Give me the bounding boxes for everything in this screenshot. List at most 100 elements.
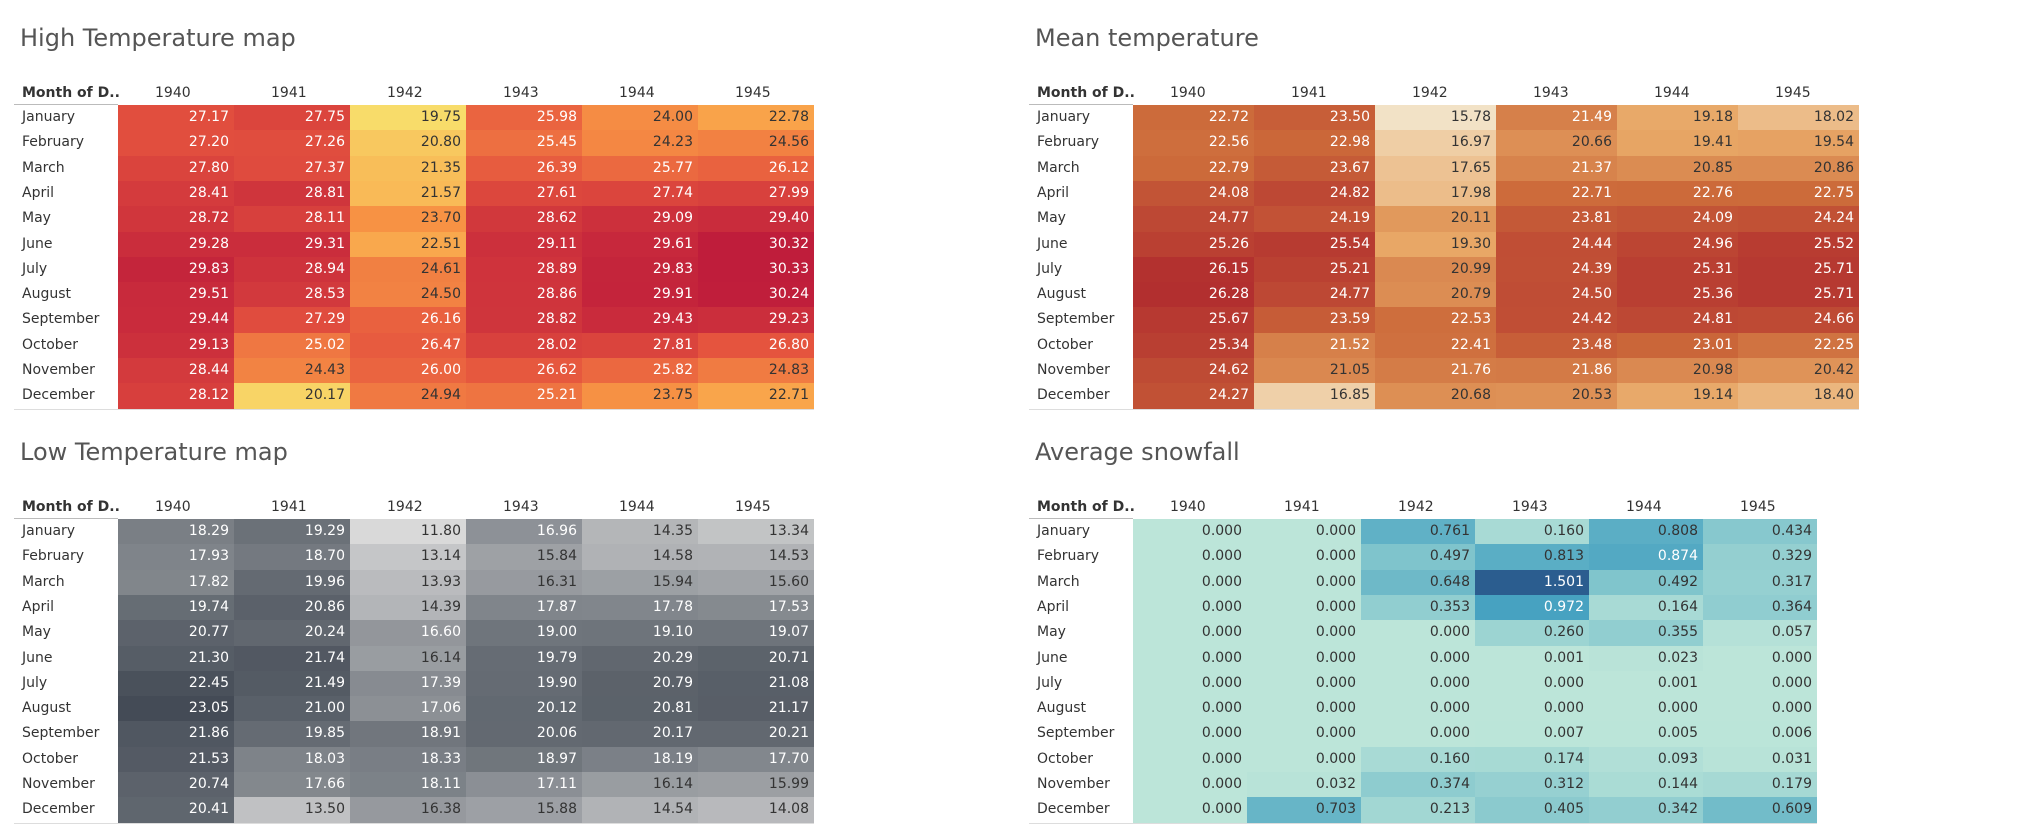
- heatmap-cell[interactable]: 19.30: [1375, 231, 1496, 258]
- heatmap-cell[interactable]: 0.000: [1133, 569, 1247, 596]
- heatmap-cell[interactable]: 0.000: [1133, 519, 1247, 545]
- heatmap-cell[interactable]: 0.000: [1589, 696, 1703, 723]
- heatmap-cell[interactable]: 28.11: [234, 206, 350, 233]
- heatmap-cell[interactable]: 0.000: [1361, 620, 1475, 647]
- heatmap-cell[interactable]: 21.35: [350, 155, 466, 182]
- heatmap-cell[interactable]: 24.83: [698, 358, 814, 384]
- heatmap-cell[interactable]: 17.78: [582, 594, 698, 621]
- heatmap-cell[interactable]: 17.65: [1375, 155, 1496, 182]
- heatmap-cell[interactable]: 25.34: [1133, 332, 1254, 359]
- heatmap-cell[interactable]: 27.61: [466, 180, 582, 207]
- heatmap-cell[interactable]: 27.20: [118, 130, 234, 157]
- heatmap-cell[interactable]: 0.874: [1589, 544, 1703, 571]
- heatmap-cell[interactable]: 22.72: [1133, 105, 1254, 131]
- heatmap-cell[interactable]: 14.35: [582, 519, 698, 545]
- heatmap-cell[interactable]: 26.80: [698, 332, 814, 359]
- heatmap-cell[interactable]: 0.000: [1247, 696, 1361, 723]
- heatmap-cell[interactable]: 0.329: [1703, 544, 1817, 571]
- heatmap-cell[interactable]: 18.03: [234, 746, 350, 773]
- heatmap-cell[interactable]: 0.497: [1361, 544, 1475, 571]
- heatmap-cell[interactable]: 24.82: [1254, 180, 1375, 207]
- heatmap-cell[interactable]: 23.50: [1254, 105, 1375, 131]
- heatmap-cell[interactable]: 25.71: [1738, 256, 1859, 283]
- heatmap-cell[interactable]: 0.813: [1475, 544, 1589, 571]
- heatmap-cell[interactable]: 23.48: [1496, 332, 1617, 359]
- heatmap-cell[interactable]: 26.15: [1133, 256, 1254, 283]
- heatmap-cell[interactable]: 17.06: [350, 696, 466, 723]
- heatmap-cell[interactable]: 16.97: [1375, 130, 1496, 157]
- heatmap-cell[interactable]: 0.032: [1247, 772, 1361, 798]
- heatmap-cell[interactable]: 0.000: [1133, 721, 1247, 748]
- heatmap-cell[interactable]: 20.17: [582, 721, 698, 748]
- heatmap-cell[interactable]: 26.12: [698, 155, 814, 182]
- heatmap-cell[interactable]: 0.000: [1133, 670, 1247, 697]
- heatmap-cell[interactable]: 20.21: [698, 721, 814, 748]
- heatmap-cell[interactable]: 27.99: [698, 180, 814, 207]
- heatmap-cell[interactable]: 20.98: [1617, 358, 1738, 384]
- heatmap-cell[interactable]: 18.11: [350, 772, 466, 798]
- heatmap-cell[interactable]: 20.11: [1375, 206, 1496, 233]
- heatmap-cell[interactable]: 23.70: [350, 206, 466, 233]
- heatmap-cell[interactable]: 19.79: [466, 645, 582, 672]
- heatmap-cell[interactable]: 20.68: [1375, 383, 1496, 410]
- heatmap-cell[interactable]: 0.492: [1589, 569, 1703, 596]
- heatmap-cell[interactable]: 0.000: [1133, 746, 1247, 773]
- heatmap-cell[interactable]: 29.40: [698, 206, 814, 233]
- heatmap-cell[interactable]: 29.13: [118, 332, 234, 359]
- heatmap-cell[interactable]: 17.70: [698, 746, 814, 773]
- heatmap-cell[interactable]: 22.79: [1133, 155, 1254, 182]
- heatmap-cell[interactable]: 0.031: [1703, 746, 1817, 773]
- heatmap-cell[interactable]: 20.41: [118, 797, 234, 824]
- heatmap-cell[interactable]: 16.14: [582, 772, 698, 798]
- heatmap-cell[interactable]: 21.00: [234, 696, 350, 723]
- heatmap-cell[interactable]: 15.84: [466, 544, 582, 571]
- heatmap-cell[interactable]: 0.000: [1361, 645, 1475, 672]
- heatmap-cell[interactable]: 20.80: [350, 130, 466, 157]
- heatmap-cell[interactable]: 25.98: [466, 105, 582, 131]
- heatmap-cell[interactable]: 24.24: [1738, 206, 1859, 233]
- heatmap-cell[interactable]: 0.023: [1589, 645, 1703, 672]
- heatmap-cell[interactable]: 29.23: [698, 307, 814, 334]
- heatmap-cell[interactable]: 17.87: [466, 594, 582, 621]
- heatmap-cell[interactable]: 30.33: [698, 256, 814, 283]
- heatmap-cell[interactable]: 24.66: [1738, 307, 1859, 334]
- heatmap-cell[interactable]: 26.39: [466, 155, 582, 182]
- heatmap-cell[interactable]: 29.91: [582, 282, 698, 309]
- heatmap-cell[interactable]: 13.50: [234, 797, 350, 824]
- heatmap-cell[interactable]: 0.000: [1475, 670, 1589, 697]
- heatmap-cell[interactable]: 19.29: [234, 519, 350, 545]
- heatmap-cell[interactable]: 22.41: [1375, 332, 1496, 359]
- heatmap-cell[interactable]: 27.74: [582, 180, 698, 207]
- heatmap-cell[interactable]: 27.80: [118, 155, 234, 182]
- heatmap-cell[interactable]: 0.703: [1247, 797, 1361, 824]
- heatmap-cell[interactable]: 0.000: [1247, 594, 1361, 621]
- heatmap-cell[interactable]: 0.355: [1589, 620, 1703, 647]
- heatmap-cell[interactable]: 21.53: [118, 746, 234, 773]
- heatmap-cell[interactable]: 20.99: [1375, 256, 1496, 283]
- heatmap-cell[interactable]: 29.28: [118, 231, 234, 258]
- heatmap-cell[interactable]: 20.74: [118, 772, 234, 798]
- heatmap-cell[interactable]: 0.000: [1133, 797, 1247, 824]
- heatmap-cell[interactable]: 13.34: [698, 519, 814, 545]
- heatmap-cell[interactable]: 0.006: [1703, 721, 1817, 748]
- heatmap-cell[interactable]: 25.36: [1617, 282, 1738, 309]
- heatmap-cell[interactable]: 28.82: [466, 307, 582, 334]
- heatmap-cell[interactable]: 24.39: [1496, 256, 1617, 283]
- heatmap-cell[interactable]: 21.86: [1496, 358, 1617, 384]
- heatmap-cell[interactable]: 19.10: [582, 620, 698, 647]
- heatmap-cell[interactable]: 29.83: [582, 256, 698, 283]
- heatmap-cell[interactable]: 21.52: [1254, 332, 1375, 359]
- heatmap-cell[interactable]: 0.001: [1475, 645, 1589, 672]
- heatmap-cell[interactable]: 26.47: [350, 332, 466, 359]
- heatmap-cell[interactable]: 16.60: [350, 620, 466, 647]
- heatmap-cell[interactable]: 20.12: [466, 696, 582, 723]
- heatmap-cell[interactable]: 22.53: [1375, 307, 1496, 334]
- heatmap-cell[interactable]: 0.000: [1247, 645, 1361, 672]
- heatmap-cell[interactable]: 18.91: [350, 721, 466, 748]
- heatmap-cell[interactable]: 20.17: [234, 383, 350, 410]
- heatmap-cell[interactable]: 0.005: [1589, 721, 1703, 748]
- heatmap-cell[interactable]: 0.000: [1361, 670, 1475, 697]
- heatmap-cell[interactable]: 17.39: [350, 670, 466, 697]
- heatmap-cell[interactable]: 0.000: [1133, 594, 1247, 621]
- heatmap-cell[interactable]: 21.49: [1496, 105, 1617, 131]
